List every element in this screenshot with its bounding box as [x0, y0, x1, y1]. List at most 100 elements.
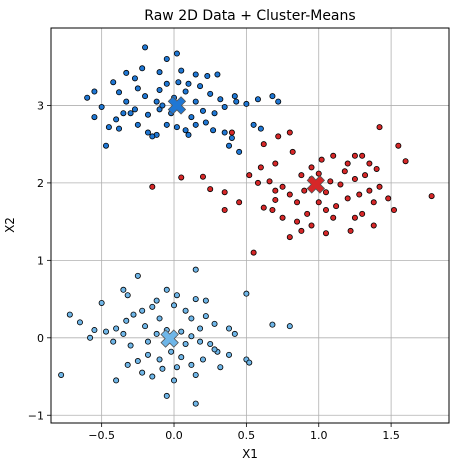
x-tick-label: 1.0 — [310, 429, 328, 442]
data-point — [279, 214, 286, 221]
data-point — [134, 121, 141, 128]
data-point — [192, 98, 199, 105]
data-point — [139, 307, 146, 314]
data-point — [279, 183, 286, 190]
data-point — [347, 227, 354, 234]
grid-lines — [51, 28, 449, 423]
data-point — [127, 342, 134, 349]
data-point — [202, 297, 209, 304]
y-tick-label: 0 — [37, 332, 44, 345]
data-point — [163, 55, 170, 62]
data-point — [188, 361, 195, 368]
data-point — [197, 338, 204, 345]
data-point — [192, 371, 199, 378]
data-point — [153, 297, 160, 304]
data-point — [250, 249, 257, 256]
x-tick-label: 1.5 — [382, 429, 400, 442]
data-point — [294, 218, 301, 225]
data-point — [192, 71, 199, 78]
data-point — [168, 348, 175, 355]
data-point — [175, 79, 182, 86]
data-point — [315, 170, 322, 177]
data-point — [351, 214, 358, 221]
data-point — [269, 93, 276, 100]
data-point — [344, 195, 351, 202]
data-point — [286, 323, 293, 330]
data-point — [134, 272, 141, 279]
data-point — [178, 354, 185, 361]
data-point — [156, 86, 163, 93]
data-point — [250, 121, 257, 128]
data-point — [202, 119, 209, 126]
data-point — [113, 325, 120, 332]
data-point — [144, 351, 151, 358]
data-point — [199, 356, 206, 363]
data-point — [207, 340, 214, 347]
data-point — [182, 88, 189, 95]
data-point — [91, 327, 98, 334]
data-point — [149, 133, 156, 140]
data-point — [272, 160, 279, 167]
data-point — [149, 303, 156, 310]
data-point — [246, 172, 253, 179]
data-point — [275, 133, 282, 140]
data-point — [144, 338, 151, 345]
data-point — [144, 111, 151, 118]
data-point — [257, 164, 264, 171]
data-point — [391, 207, 398, 214]
data-point — [236, 148, 243, 155]
data-point — [327, 178, 334, 185]
data-point — [197, 83, 204, 90]
data-point — [197, 325, 204, 332]
data-point — [370, 199, 377, 206]
data-point — [58, 371, 65, 378]
data-point — [178, 67, 185, 74]
x-axis-label: X1 — [242, 447, 258, 461]
chart-title: Raw 2D Data + Cluster-Means — [144, 8, 355, 24]
data-point — [231, 93, 238, 100]
data-point — [226, 142, 233, 149]
data-point — [120, 330, 127, 337]
data-point — [171, 302, 178, 309]
data-point — [149, 373, 156, 380]
data-point — [315, 199, 322, 206]
data-point — [269, 207, 276, 214]
data-point — [257, 125, 264, 132]
data-point — [228, 134, 235, 141]
data-point — [260, 204, 267, 211]
data-point — [130, 311, 137, 318]
data-point — [272, 187, 279, 194]
data-point — [131, 75, 138, 82]
data-point — [105, 124, 112, 131]
data-point — [87, 334, 94, 341]
y-tick-label: 2 — [37, 177, 44, 190]
data-point — [192, 400, 199, 407]
data-point — [269, 321, 276, 328]
data-point — [116, 89, 123, 96]
data-point — [156, 106, 163, 113]
data-point — [202, 313, 209, 320]
data-point — [254, 96, 261, 103]
data-point — [127, 110, 134, 117]
data-point — [192, 121, 199, 128]
data-point — [330, 152, 337, 159]
data-point — [246, 359, 253, 366]
data-point — [102, 142, 109, 149]
data-point — [110, 338, 117, 345]
plot-frame — [50, 27, 450, 424]
data-point — [221, 207, 228, 214]
data-point — [333, 203, 340, 210]
data-point — [226, 325, 233, 332]
data-point — [98, 104, 105, 111]
data-point — [286, 234, 293, 241]
y-axis-ticks: −1 0 1 2 3 — [28, 99, 51, 422]
y-axis-label: X2 — [3, 217, 17, 233]
x-axis-ticks: −0.5 0.0 0.5 1.0 1.5 — [88, 423, 400, 442]
data-point — [139, 65, 146, 72]
data-point — [163, 392, 170, 399]
data-point — [134, 358, 141, 365]
data-point — [428, 193, 435, 200]
data-point — [351, 176, 358, 183]
data-point — [362, 172, 369, 179]
